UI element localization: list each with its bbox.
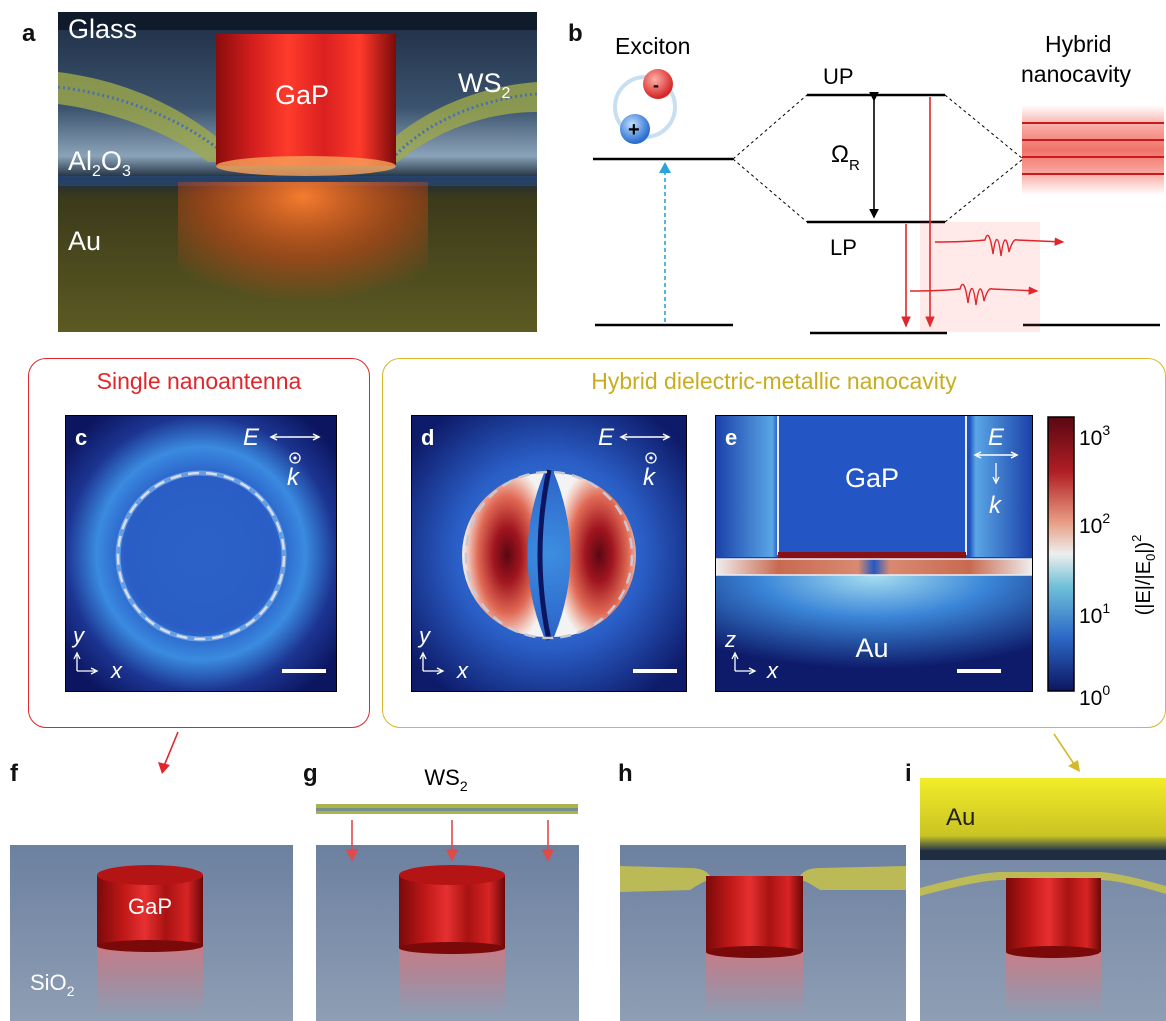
e-au-label: Au — [855, 633, 888, 663]
a-ws2-label: WS — [458, 68, 502, 98]
svg-text:k: k — [989, 492, 1003, 519]
g-ws2-label: WS — [424, 768, 459, 790]
svg-text:102: 102 — [1079, 510, 1110, 538]
svg-text:-: - — [653, 75, 659, 95]
panel-label-b: b — [568, 20, 583, 47]
scale-bar — [282, 669, 326, 673]
svg-text:ΩR: ΩR — [831, 141, 860, 174]
c-label: c — [75, 425, 87, 450]
svg-text:E: E — [243, 424, 260, 451]
arrow-to-i — [1053, 733, 1080, 772]
b-rabi-label: Ω — [831, 141, 849, 168]
panel-label-a: a — [22, 20, 36, 47]
panel-b-energy-diagram: Exciton - + UP LP ΩR Hybrid nanocavity — [593, 31, 1164, 335]
e-label: e — [725, 425, 737, 450]
svg-text:E: E — [988, 424, 1005, 451]
d-label: d — [421, 425, 434, 450]
single-nanoantenna-title: Single nanoantenna — [96, 368, 302, 394]
svg-text:100: 100 — [1079, 682, 1110, 710]
svg-text:x: x — [110, 658, 123, 683]
a-gap-label: GaP — [275, 80, 329, 110]
i-au-label: Au — [946, 804, 975, 831]
panel-a-render: Glass GaP WS2 Al2O3 Au — [58, 12, 537, 332]
svg-text:WS2: WS2 — [458, 68, 511, 102]
svg-text:y: y — [417, 623, 432, 648]
svg-text:Al2O3: Al2O3 — [68, 146, 131, 180]
svg-text:E: E — [598, 424, 615, 451]
panel-e-field-map: e GaP Au E k z x — [715, 415, 1033, 692]
b-exciton-label: Exciton — [615, 33, 690, 59]
b-up-label: UP — [823, 64, 854, 89]
panel-label-f: f — [10, 760, 18, 787]
svg-text:101: 101 — [1079, 600, 1110, 628]
hole-icon — [620, 114, 650, 144]
svg-text:y: y — [71, 623, 86, 648]
fabrication-steps-renders: GaP SiO2 WS2 Au — [10, 768, 1166, 1021]
svg-text:z: z — [724, 627, 736, 652]
b-hybrid-label1: Hybrid — [1045, 31, 1111, 57]
svg-text:x: x — [456, 658, 469, 683]
electron-icon — [643, 69, 673, 99]
a-al2o3-label: Al — [68, 146, 92, 176]
svg-text:103: 103 — [1079, 422, 1110, 450]
panel-d-field-map: d E k y x — [411, 415, 687, 692]
single-nanoantenna-box — [28, 358, 370, 728]
cavity-modes-icon — [1022, 105, 1164, 195]
svg-text:WS2: WS2 — [424, 768, 467, 794]
b-lp-label: LP — [830, 235, 857, 260]
svg-text:SiO2: SiO2 — [30, 970, 75, 999]
b-hybrid-label2: nanocavity — [1021, 61, 1131, 87]
panel-label-h: h — [618, 760, 633, 787]
a-glass-label: Glass — [68, 14, 137, 44]
hybrid-nanocavity-title: Hybrid dielectric-metallic nanocavity — [591, 368, 957, 394]
panel-label-i: i — [905, 760, 912, 787]
arrow-to-f — [158, 731, 179, 774]
svg-text:k: k — [287, 464, 301, 491]
svg-text:k: k — [643, 464, 657, 491]
a-au-label: Au — [68, 226, 101, 256]
f-sio2-label: SiO — [30, 970, 67, 995]
panel-label-g: g — [303, 760, 318, 787]
colorbar-axis-label: (|E|/|E0|)2 — [1129, 535, 1158, 616]
colorbar: 103 102 101 100 (|E|/|E0|)2 — [1047, 416, 1158, 710]
f-gap-label: GaP — [128, 894, 172, 919]
panel-c-field-map: c E k y x — [65, 415, 337, 692]
svg-text:+: + — [628, 119, 640, 141]
svg-text:x: x — [766, 658, 779, 683]
e-gap-label: GaP — [845, 463, 899, 493]
